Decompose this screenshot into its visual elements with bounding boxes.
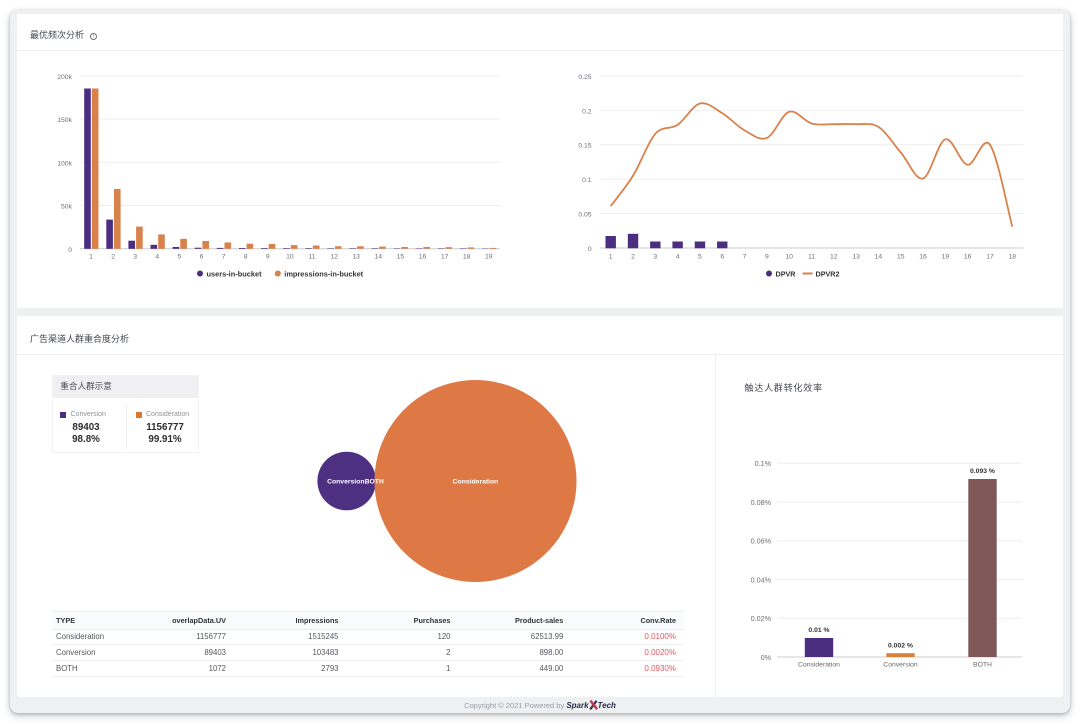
svg-text:13: 13	[352, 254, 360, 261]
svg-text:0: 0	[68, 247, 72, 254]
svg-text:Consideration: Consideration	[798, 661, 840, 668]
svg-text:15: 15	[397, 254, 405, 261]
svg-text:12: 12	[830, 254, 838, 261]
svg-text:6: 6	[200, 254, 204, 261]
svg-text:Conversion: Conversion	[327, 479, 364, 486]
svg-text:0.05: 0.05	[578, 212, 591, 219]
svg-text:BOTH: BOTH	[973, 661, 992, 668]
svg-text:12: 12	[330, 254, 338, 261]
svg-text:6: 6	[720, 254, 724, 261]
svg-text:0%: 0%	[761, 653, 772, 662]
svg-text:150k: 150k	[57, 117, 72, 124]
svg-text:5: 5	[698, 254, 702, 261]
svg-text:0.25: 0.25	[578, 74, 591, 81]
svg-text:19: 19	[942, 254, 950, 261]
svg-text:10: 10	[286, 254, 294, 261]
svg-text:0.04%: 0.04%	[751, 575, 772, 584]
svg-text:16: 16	[919, 254, 927, 261]
svg-text:users-in-bucket: users-in-bucket	[207, 269, 263, 278]
svg-text:DPVR: DPVR	[776, 269, 797, 278]
svg-text:3: 3	[133, 254, 137, 261]
svg-text:10: 10	[785, 254, 793, 261]
svg-text:Conversion: Conversion	[883, 661, 918, 668]
svg-text:15: 15	[897, 254, 905, 261]
svg-text:0: 0	[588, 246, 592, 253]
svg-text:11: 11	[308, 254, 315, 261]
svg-text:100k: 100k	[57, 161, 72, 168]
svg-text:14: 14	[375, 254, 383, 261]
svg-text:3: 3	[653, 254, 657, 261]
svg-text:0.01 %: 0.01 %	[808, 627, 829, 634]
svg-text:0.1: 0.1	[582, 177, 592, 184]
svg-text:9: 9	[765, 254, 769, 261]
svg-text:14: 14	[875, 254, 883, 261]
svg-text:2: 2	[631, 254, 635, 261]
svg-text:7: 7	[743, 254, 747, 261]
svg-text:0.1%: 0.1%	[755, 459, 772, 468]
svg-text:17: 17	[441, 254, 449, 261]
svg-text:1: 1	[609, 254, 613, 261]
svg-text:DPVR2: DPVR2	[816, 269, 840, 278]
svg-text:0.093 %: 0.093 %	[970, 468, 995, 475]
svg-text:4: 4	[155, 254, 159, 261]
svg-text:16: 16	[964, 254, 972, 261]
svg-text:5: 5	[178, 254, 182, 261]
svg-text:9: 9	[266, 254, 270, 261]
svg-text:200k: 200k	[57, 74, 72, 81]
svg-text:0.06%: 0.06%	[751, 537, 772, 546]
svg-text:2: 2	[111, 254, 115, 261]
svg-text:0.2: 0.2	[582, 108, 592, 115]
svg-text:7: 7	[222, 254, 226, 261]
svg-text:11: 11	[808, 254, 815, 261]
svg-text:50k: 50k	[61, 204, 73, 211]
svg-text:impressions-in-bucket: impressions-in-bucket	[284, 269, 363, 278]
svg-text:19: 19	[485, 254, 493, 261]
svg-text:16: 16	[419, 254, 427, 261]
svg-text:13: 13	[852, 254, 860, 261]
svg-text:1: 1	[89, 254, 93, 261]
svg-text:BOTH: BOTH	[365, 479, 384, 486]
svg-text:17: 17	[986, 254, 994, 261]
svg-text:8: 8	[244, 254, 248, 261]
svg-text:0.15: 0.15	[578, 143, 591, 150]
svg-text:18: 18	[463, 254, 471, 261]
svg-text:18: 18	[1008, 254, 1016, 261]
svg-text:4: 4	[676, 254, 680, 261]
svg-text:0.002 %: 0.002 %	[888, 642, 913, 649]
svg-text:0.02%: 0.02%	[751, 614, 772, 623]
svg-text:0.08%: 0.08%	[751, 498, 772, 507]
svg-text:Consideration: Consideration	[453, 479, 499, 486]
